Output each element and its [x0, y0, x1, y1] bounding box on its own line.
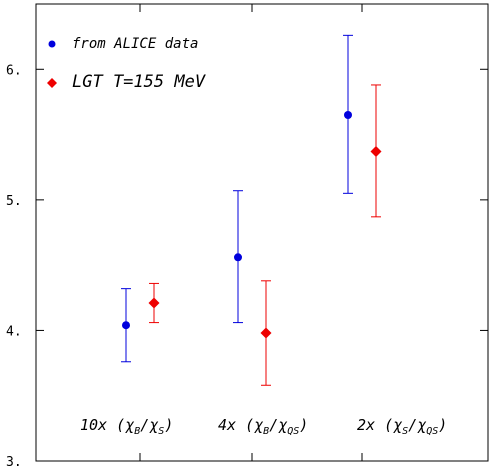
data-point [148, 282, 160, 324]
ytick-label: 4. [6, 324, 22, 339]
marks-layer [121, 34, 382, 386]
diamond-marker [370, 146, 382, 158]
legend-circle-marker [48, 40, 56, 48]
data-point [343, 34, 353, 194]
ytick-label: 5. [6, 194, 22, 209]
data-point [370, 84, 382, 218]
category-label: 4x (χB/χQS) [218, 416, 308, 437]
diamond-marker [148, 297, 160, 309]
plot-frame [35, 3, 489, 462]
data-point [121, 288, 131, 363]
circle-marker [122, 321, 130, 330]
data-point [233, 190, 243, 324]
circle-marker [344, 110, 352, 119]
legend: from ALICE data LGT T=155 MeV [47, 36, 206, 92]
legend-diamond-marker [47, 78, 57, 88]
legend-label: from ALICE data [72, 36, 198, 52]
legend-label: LGT T=155 MeV [72, 72, 206, 92]
category-label: 10x (χB/χS) [80, 416, 173, 437]
ytick-label: 3. [6, 455, 22, 470]
circle-marker [234, 253, 242, 262]
category-label: 2x (χS/χQS) [357, 416, 447, 437]
diamond-marker [260, 327, 272, 339]
data-point [260, 280, 272, 386]
ytick-label: 6. [6, 63, 22, 78]
category-labels: 10x (χB/χS) 4x (χB/χQS) 2x (χS/χQS) [80, 416, 447, 437]
ticks-layer: 3. 4. 5. 6. [6, 4, 488, 470]
